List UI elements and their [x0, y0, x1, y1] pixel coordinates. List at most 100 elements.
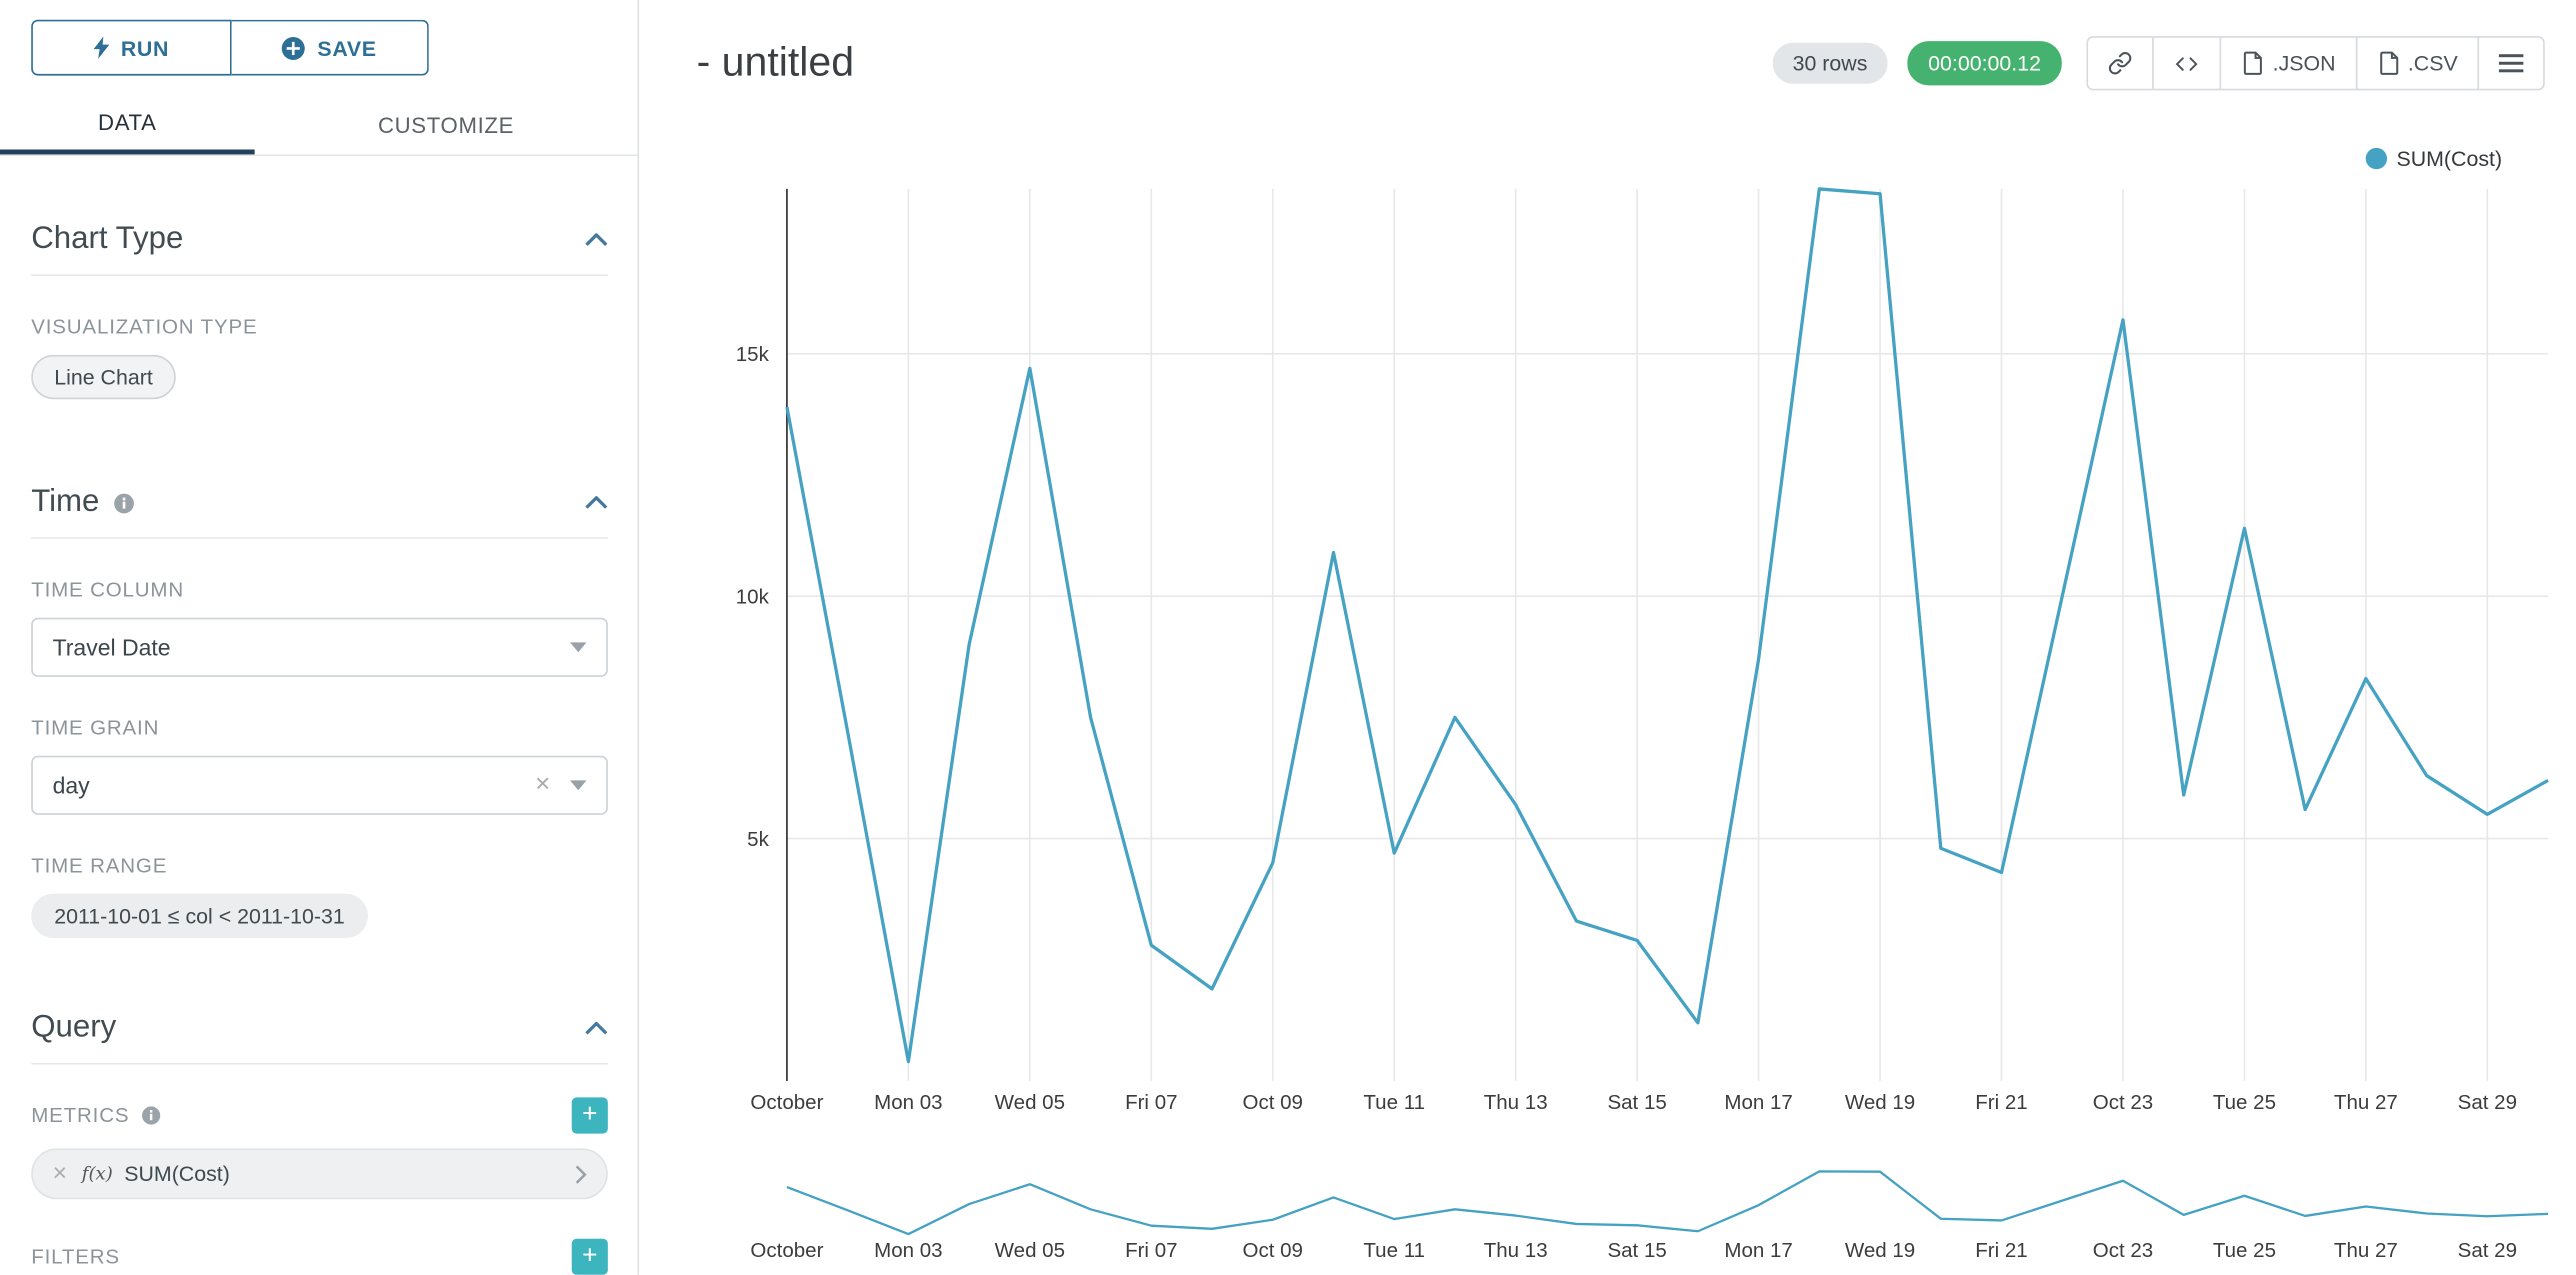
mini-x-tick-label: Oct 09 — [1243, 1239, 1303, 1262]
visualization-type-pill[interactable]: Line Chart — [31, 354, 176, 400]
export-json-button[interactable]: .JSON — [2220, 36, 2357, 91]
x-tick-label: Thu 13 — [1484, 1091, 1548, 1114]
section-header-time[interactable]: Time — [31, 485, 608, 521]
series-line — [785, 187, 2549, 1064]
tab-data[interactable]: DATA — [0, 95, 255, 155]
mini-x-tick-label: Thu 27 — [2334, 1239, 2398, 1262]
x-tick-label: October — [750, 1091, 823, 1114]
menu-button[interactable] — [2477, 36, 2545, 91]
mini-x-tick-label: Tue 11 — [1363, 1239, 1425, 1262]
mini-x-tick-label: Sat 15 — [1607, 1239, 1666, 1262]
chevron-up-icon[interactable] — [585, 1021, 608, 1035]
x-tick-label: Wed 19 — [1845, 1091, 1915, 1114]
mini-x-tick-label: Tue 25 — [2213, 1239, 2276, 1262]
file-icon — [2241, 51, 2263, 76]
controls-scroll-area: Chart Type VISUALIZATION TYPE Line Chart… — [0, 222, 637, 1275]
metrics-header-row: METRICS + — [31, 1097, 608, 1134]
run-button-label: RUN — [120, 35, 170, 60]
y-tick-label: 15k — [736, 343, 770, 366]
x-tick-label: Tue 11 — [1363, 1091, 1425, 1114]
chevron-down-icon — [570, 780, 587, 791]
mini-x-tick-label: Wed 19 — [1845, 1239, 1915, 1262]
visualization-type-label: VISUALIZATION TYPE — [31, 315, 258, 339]
filters-label: FILTERS — [31, 1245, 120, 1269]
tab-customize[interactable]: CUSTOMIZE — [377, 112, 515, 138]
time-column-label: TIME COLUMN — [31, 578, 184, 602]
mini-x-tick-label: Oct 23 — [2093, 1239, 2153, 1262]
mini-x-tick-label: Fri 07 — [1125, 1239, 1177, 1262]
section-divider — [31, 537, 608, 539]
legend-label: SUM(Cost) — [2396, 146, 2503, 171]
x-tick-label: Oct 09 — [1243, 1091, 1303, 1114]
section-time: Time TIME COLUMN Travel Date — [31, 485, 608, 939]
line-chart-canvas[interactable]: 5k 10k 15k October October Mon 03 Mon 03 Wed 05… — [641, 0, 2576, 1275]
metrics-label: METRICS — [31, 1104, 160, 1127]
x-tick-label: Sat 29 — [2458, 1091, 2517, 1114]
time-range-label: TIME RANGE — [31, 854, 168, 878]
y-tick-label: 10k — [736, 586, 770, 609]
x-tick-label: Thu 27 — [2334, 1091, 2398, 1114]
info-icon — [113, 492, 134, 513]
add-filter-button[interactable]: + — [571, 1238, 608, 1275]
time-column-value: Travel Date — [52, 634, 171, 661]
mini-series-line[interactable] — [786, 1170, 2549, 1236]
mini-x-tick-label: Fri 21 — [1975, 1239, 2027, 1262]
time-grain-label: TIME GRAIN — [31, 716, 160, 740]
chart-title: - untitled — [696, 39, 855, 86]
x-tick-label: Mon 17 — [1724, 1091, 1792, 1114]
clear-icon[interactable]: × — [535, 770, 551, 799]
x-tick-label: Fri 21 — [1975, 1091, 2027, 1114]
save-button-label: SAVE — [317, 35, 377, 60]
y-tick-label: 5k — [747, 828, 769, 851]
time-column-select[interactable]: Travel Date — [31, 617, 608, 677]
chevron-up-icon[interactable] — [585, 496, 608, 509]
section-header-chart-type[interactable]: Chart Type — [31, 222, 608, 258]
x-tick-label: Mon 03 — [874, 1091, 942, 1114]
hamburger-icon — [2498, 53, 2524, 74]
remove-metric-icon[interactable]: × — [52, 1159, 67, 1188]
section-title-time: Time — [31, 484, 100, 520]
save-button[interactable]: SAVE — [230, 19, 429, 76]
time-grain-select[interactable]: day × — [31, 755, 608, 815]
query-timer-badge: 00:00:00.12 — [1906, 41, 2063, 86]
rows-badge: 30 rows — [1772, 42, 1888, 84]
x-tick-label: Tue 25 — [2213, 1091, 2276, 1114]
metric-pill[interactable]: × f(x) SUM(Cost) — [31, 1148, 608, 1200]
section-divider — [31, 274, 608, 276]
panel-tabs: DATA CUSTOMIZE — [0, 95, 638, 157]
chevron-up-icon[interactable] — [585, 233, 608, 246]
section-header-query[interactable]: Query — [31, 1010, 608, 1046]
mini-x-tick-label: Mon 17 — [1724, 1239, 1792, 1262]
add-metric-button[interactable]: + — [571, 1097, 608, 1134]
export-csv-button[interactable]: .CSV — [2355, 36, 2480, 91]
query-actions: RUN SAVE — [31, 19, 429, 76]
code-icon — [2174, 52, 2200, 75]
time-range-pill[interactable]: 2011-10-01 ≤ col < 2011-10-31 — [31, 893, 368, 939]
header-controls: 30 rows 00:00:00.12 .JSON — [1772, 36, 2545, 91]
mini-x-tick-label: Wed 05 — [995, 1239, 1065, 1262]
chevron-down-icon — [570, 642, 587, 653]
section-title-query: Query — [31, 1010, 117, 1045]
share-link-button[interactable] — [2087, 36, 2155, 91]
x-tick-label: Wed 05 — [995, 1091, 1065, 1114]
run-button[interactable]: RUN — [31, 19, 231, 76]
mini-x-tick-label: October — [750, 1239, 823, 1262]
time-grain-value: day — [52, 772, 90, 799]
x-tick-label: Fri 07 — [1125, 1091, 1177, 1114]
legend-item[interactable]: SUM(Cost) — [2365, 146, 2502, 171]
mini-x-tick-label: Thu 13 — [1484, 1239, 1548, 1262]
section-title-chart-type: Chart Type — [31, 221, 184, 257]
section-divider — [31, 1062, 608, 1065]
section-chart-type: Chart Type VISUALIZATION TYPE Line Chart — [31, 222, 608, 400]
x-tick-label: Oct 23 — [2093, 1091, 2153, 1114]
info-icon — [141, 1106, 161, 1126]
metric-pill-label: SUM(Cost) — [124, 1161, 230, 1187]
plus-circle-icon — [281, 35, 306, 60]
mini-x-tick-label: Sat 29 — [2458, 1239, 2517, 1262]
x-tick-label: Sat 15 — [1607, 1091, 1666, 1114]
export-button-group: .JSON .CSV — [2087, 36, 2545, 91]
lightning-icon — [92, 36, 109, 59]
function-icon: f(x) — [81, 1163, 113, 1185]
export-csv-label: .CSV — [2407, 50, 2458, 76]
